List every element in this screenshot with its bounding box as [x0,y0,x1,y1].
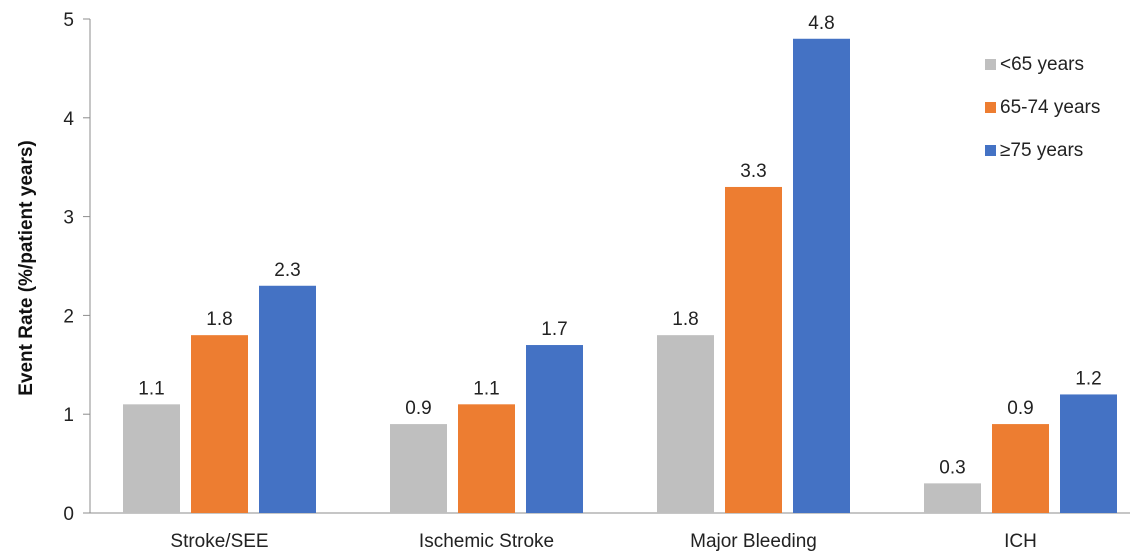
legend: <65 years 65-74 years ≥75 years [985,54,1100,161]
legend-label: <65 years [1000,54,1084,75]
bar [1060,394,1117,513]
legend-swatch [985,145,996,156]
bar-value-label: 2.3 [274,260,300,281]
x-category-label: Stroke/SEE [170,531,268,551]
legend-swatch [985,59,996,70]
x-category-label: Major Bleeding [690,531,817,551]
y-axis-label: Event Rate (%/patient years) [16,140,37,396]
bar-value-label: 0.9 [1007,398,1033,419]
bars [123,38,1117,513]
bar-value-label: 1.8 [672,309,698,330]
bar [390,424,447,513]
bar-value-label: 4.8 [808,13,834,34]
y-tick-label: 2 [63,306,74,327]
bar-value-label: 1.1 [138,378,164,399]
y-tick-label: 1 [63,405,74,426]
bar-value-label: 1.7 [541,319,567,340]
bar-value-label: 0.9 [405,398,431,419]
y-tick-label: 4 [63,109,74,130]
legend-label: 65-74 years [1000,97,1100,118]
bar-value-label: 1.8 [206,309,232,330]
bar-value-label: 1.1 [473,378,499,399]
value-labels: 1.1 0.9 1.8 0.3 1.8 1.1 3.3 0.9 2.3 1.7 4.8 1.2 [138,13,1101,479]
legend-swatch [985,102,996,113]
bar [259,285,316,513]
bar [458,404,515,513]
bar [725,186,782,513]
bar-value-label: 3.3 [740,161,766,182]
legend-label: ≥75 years [1000,140,1083,161]
bar-value-label: 1.2 [1075,368,1101,389]
y-tick-label: 3 [63,208,74,229]
bar [992,424,1049,513]
bar [657,335,714,513]
bar [123,404,180,513]
bar [191,335,248,513]
axes: 0 1 2 3 4 5 Stroke/SEE Ischemic Stroke Major Ble… [63,10,1130,551]
x-category-label: ICH [1004,531,1037,551]
bar [793,38,850,513]
y-tick-label: 0 [63,504,74,525]
y-tick-label: 5 [63,10,74,31]
bar-value-label: 0.3 [939,457,965,478]
bar [526,345,583,513]
x-category-label: Ischemic Stroke [419,531,554,551]
bar [924,483,981,513]
